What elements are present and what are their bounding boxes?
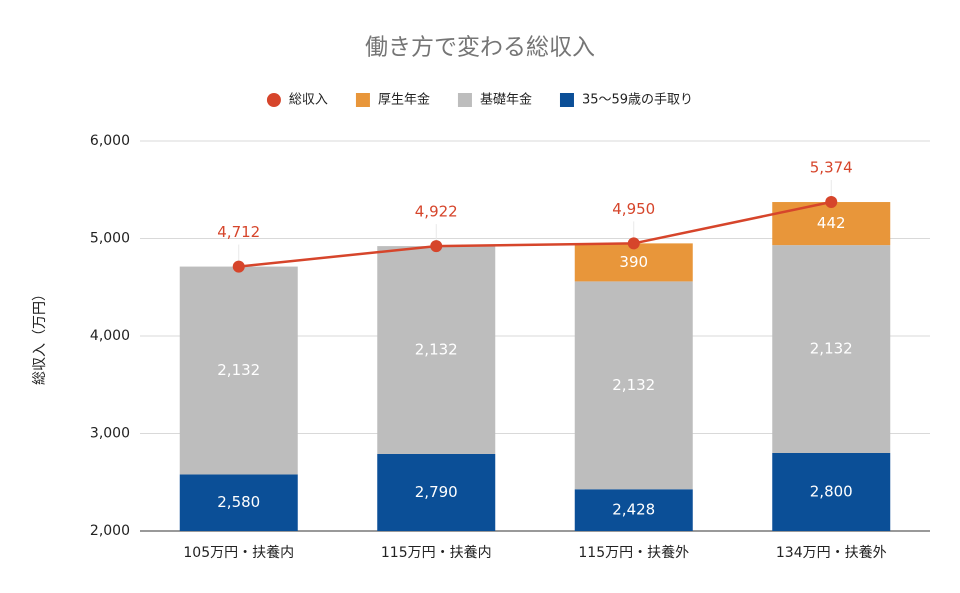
legend-label: 厚生年金 [378,92,430,108]
y-tick-label: 3,000 [90,426,130,442]
data-label: 2,132 [810,340,853,358]
legend-label: 総収入 [289,93,328,108]
bar-segment [377,246,496,454]
x-tick-label: 134万円・扶養外 [776,544,887,561]
line-point [232,260,245,273]
bar-segment [772,453,891,531]
line-series [238,200,832,268]
legend-label: 35〜59歳の手取り [582,93,693,108]
line-point [430,240,443,253]
data-label: 4,712 [217,223,260,241]
x-tick-label: 115万円・扶養内 [381,544,492,561]
bar-segment [574,281,693,490]
y-tick-label: 5,000 [90,231,130,247]
y-axis-label: 総収入（万円） [32,287,48,385]
data-label: 4,922 [415,203,458,221]
bar-segment [377,453,496,531]
data-label: 2,132 [612,376,655,394]
data-label: 390 [619,253,648,271]
data-label: 2,580 [217,493,260,511]
data-label: 5,374 [810,159,853,177]
data-label: 4,950 [612,200,655,218]
data-label: 2,132 [415,341,458,359]
line-point [825,196,838,209]
bar-segment [179,474,298,531]
data-label: 442 [817,214,846,232]
legend-marker [457,93,472,107]
y-tick-label: 4,000 [90,328,130,344]
bar-segment [179,266,298,475]
chart-title: 働き方で変わる総収入 [365,35,595,61]
bar-segment [574,243,693,282]
y-tick-label: 2,000 [90,523,130,539]
y-tick-label: 6,000 [90,133,130,149]
x-tick-label: 105万円・扶養内 [183,544,294,561]
bar-segment [772,245,891,453]
legend-marker [266,93,281,107]
legend-label: 基礎年金 [480,92,532,108]
data-label: 2,790 [415,483,458,501]
data-label: 2,800 [810,483,853,501]
bar-segment [574,489,693,531]
legend-marker [355,93,370,107]
line-point [627,237,640,250]
data-label: 2,132 [217,361,260,379]
x-tick-label: 115万円・扶養外 [578,544,689,561]
legend-marker [559,93,574,107]
data-label: 2,428 [612,501,655,519]
